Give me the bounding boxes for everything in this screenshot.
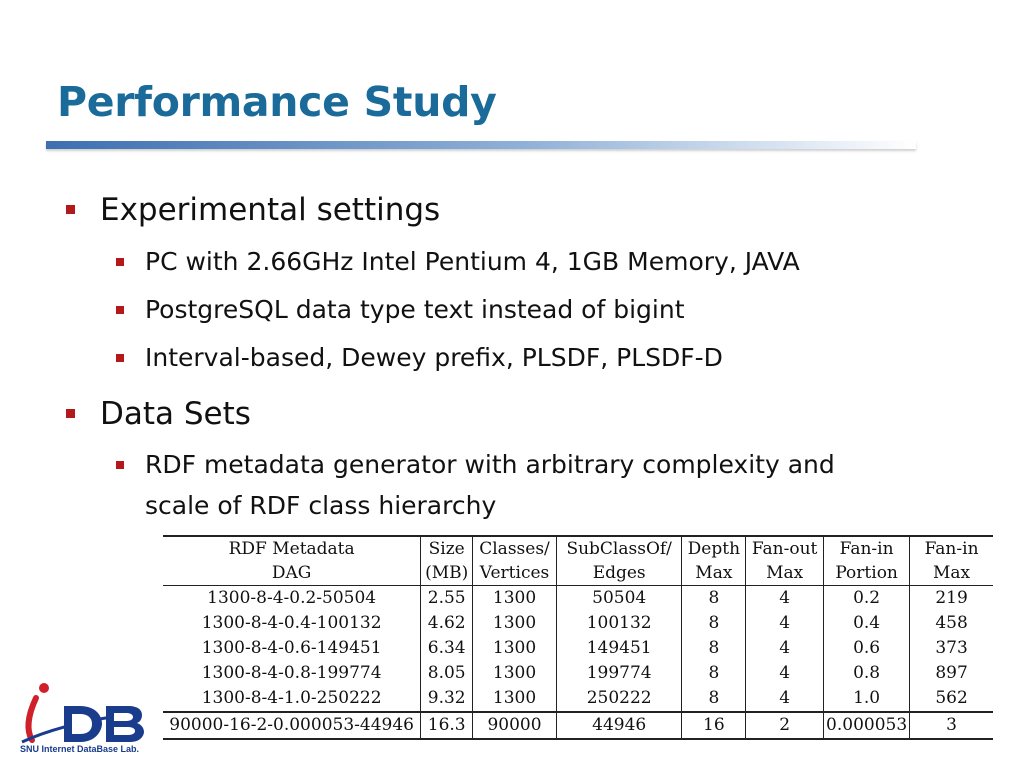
table-row: 1300-8-4-1.0-250222 9.32 1300 250222 8 4 1.0 56… — [163, 686, 993, 712]
table-cell: 0.2 — [823, 585, 911, 611]
table-cell: 2.55 — [420, 585, 474, 611]
table-cell: 149451 — [555, 636, 683, 661]
bullet-marker — [116, 354, 124, 362]
table-cell: 199774 — [555, 661, 683, 686]
table-cell: 0.8 — [823, 661, 911, 686]
table-cell: 4 — [745, 611, 825, 636]
table-cell: 9.32 — [420, 686, 474, 712]
table-cell: 4 — [745, 585, 825, 611]
table-header-cell: RDF Metadata — [163, 535, 422, 561]
table-cell: 100132 — [555, 611, 683, 636]
table-cell: 1300-8-4-0.4-100132 — [163, 611, 422, 636]
table-cell: 1300 — [472, 636, 557, 661]
table-cell: 8 — [681, 686, 747, 712]
table-row: 1300-8-4-0.2-50504 2.55 1300 50504 8 4 0.2 219 — [163, 585, 993, 611]
bullet-marker — [66, 409, 75, 418]
table-cell: 4 — [745, 686, 825, 712]
title-underline — [46, 141, 916, 149]
table-cell: 373 — [909, 636, 993, 661]
table-row: 90000-16-2-0.000053-44946 16.3 90000 44946 1… — [163, 711, 993, 740]
bullet-data-sets: Data Sets — [100, 396, 251, 432]
table-row: 1300-8-4-0.4-100132 4.62 1300 100132 8 4 0.4 45… — [163, 611, 993, 636]
table-header-row-top: RDF Metadata Size Classes/SubClassOf/Depth… — [163, 535, 993, 561]
table-body: 1300-8-4-0.2-50504 2.55 1300 50504 8 4 0.2 219 1… — [163, 585, 993, 740]
bullet-experimental-settings: Experimental settings — [100, 192, 441, 228]
logo-caption: SNU Internet DataBase Lab. — [20, 744, 140, 754]
table-header-cell: Fan-out — [745, 535, 825, 561]
table-cell: 8 — [681, 661, 747, 686]
table-header-cell: Classes/ — [472, 535, 557, 561]
table-cell: 1300 — [472, 686, 557, 712]
slide-title: Performance Study — [57, 78, 497, 126]
table-header-cell: Size — [420, 535, 474, 561]
bullet-marker — [116, 461, 124, 469]
table-cell: 458 — [909, 611, 993, 636]
table-cell: 6.34 — [420, 636, 474, 661]
table-cell: 90000-16-2-0.000053-44946 — [163, 711, 422, 740]
table-header-cell: Edges — [555, 561, 683, 586]
table-cell: 897 — [909, 661, 993, 686]
bullet-marker — [116, 306, 124, 314]
table-header-cell: Max — [909, 561, 993, 586]
table-cell: 1300-8-4-0.8-199774 — [163, 661, 422, 686]
table-cell: 0.000053 — [823, 711, 911, 740]
table-header-cell: (MB) — [420, 561, 474, 586]
bullet-marker — [116, 258, 124, 266]
table-cell: 250222 — [555, 686, 683, 712]
table-cell: 1300 — [472, 585, 557, 611]
table-header-cell: Vertices — [472, 561, 557, 586]
table-cell: 0.4 — [823, 611, 911, 636]
table-cell: 4 — [745, 661, 825, 686]
bullet-postgresql: PostgreSQL data type text instead of big… — [145, 295, 685, 324]
bullet-marker — [66, 205, 75, 214]
table-cell: 1300-8-4-1.0-250222 — [163, 686, 422, 712]
table-cell: 562 — [909, 686, 993, 712]
table-cell: 16 — [681, 711, 747, 740]
table-cell: 50504 — [555, 585, 683, 611]
table-cell: 44946 — [555, 711, 683, 740]
table-header-row-bottom: DAG (MB) Vertices Edges Max Max Portion Max — [163, 561, 993, 586]
table-cell: 8 — [681, 636, 747, 661]
table-cell: 1.0 — [823, 686, 911, 712]
table-header-cell: Fan-in — [823, 535, 911, 561]
table-cell: 90000 — [472, 711, 557, 740]
table-cell: 8.05 — [420, 661, 474, 686]
table-row: 1300-8-4-0.6-149451 6.34 1300 149451 8 4 0.6 37… — [163, 636, 993, 661]
dataset-table: RDF Metadata Size Classes/SubClassOf/Depth… — [163, 535, 993, 740]
table-cell: 1300-8-4-0.6-149451 — [163, 636, 422, 661]
table-header-cell: Max — [681, 561, 747, 586]
table-cell: 1300-8-4-0.2-50504 — [163, 585, 422, 611]
bullet-pc-spec: PC with 2.66GHz Intel Pentium 4, 1GB Mem… — [145, 247, 800, 276]
table-header-cell: Depth — [681, 535, 747, 561]
table-cell: 1300 — [472, 611, 557, 636]
bullet-rdf-generator-line2: scale of RDF class hierarchy — [145, 491, 497, 520]
table-cell: 4 — [745, 636, 825, 661]
bullet-methods: Interval-based, Dewey prefix, PLSDF, PLS… — [145, 343, 723, 372]
table-header-cell: Max — [745, 561, 825, 586]
table-header-cell: DAG — [163, 561, 422, 586]
table-header-cell: Fan-in — [909, 535, 993, 561]
table-cell: 0.6 — [823, 636, 911, 661]
table-cell: 4.62 — [420, 611, 474, 636]
dataset-table-container: RDF Metadata Size Classes/SubClassOf/Depth… — [163, 535, 993, 740]
table-cell: 8 — [681, 611, 747, 636]
table-cell: 2 — [745, 711, 825, 740]
table-row: 1300-8-4-0.8-199774 8.05 1300 199774 8 4 0.8 89… — [163, 661, 993, 686]
table-cell: 219 — [909, 585, 993, 611]
table-header-cell: Portion — [823, 561, 911, 586]
table-cell: 8 — [681, 585, 747, 611]
table-cell: 3 — [909, 711, 993, 740]
table-cell: 1300 — [472, 661, 557, 686]
table-cell: 16.3 — [420, 711, 474, 740]
bullet-rdf-generator-line1: RDF metadata generator with arbitrary co… — [145, 450, 835, 479]
idb-logo — [21, 683, 144, 744]
table-header-cell: SubClassOf/ — [555, 535, 683, 561]
